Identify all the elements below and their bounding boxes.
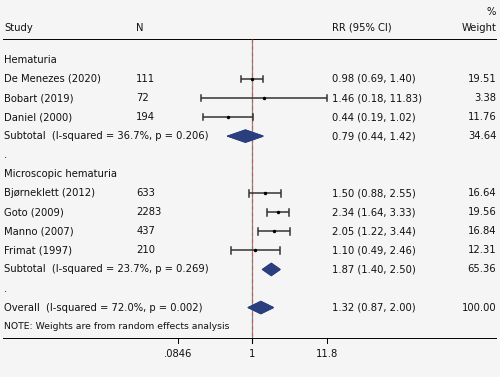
Text: Subtotal  (I-squared = 23.7%, p = 0.269): Subtotal (I-squared = 23.7%, p = 0.269) — [4, 264, 209, 274]
Text: .: . — [4, 284, 8, 294]
Text: Bobart (2019): Bobart (2019) — [4, 93, 74, 103]
Polygon shape — [248, 302, 274, 314]
Text: 16.64: 16.64 — [468, 188, 496, 198]
Text: 12.31: 12.31 — [468, 245, 496, 255]
Text: 2.34 (1.64, 3.33): 2.34 (1.64, 3.33) — [332, 207, 415, 217]
Text: 1.46 (0.18, 11.83): 1.46 (0.18, 11.83) — [332, 93, 422, 103]
Text: 1.87 (1.40, 2.50): 1.87 (1.40, 2.50) — [332, 264, 415, 274]
Text: 0.44 (0.19, 1.02): 0.44 (0.19, 1.02) — [332, 112, 415, 122]
Polygon shape — [262, 264, 280, 276]
Text: 19.51: 19.51 — [468, 74, 496, 84]
Text: 2283: 2283 — [136, 207, 162, 217]
Text: Goto (2009): Goto (2009) — [4, 207, 64, 217]
Text: De Menezes (2020): De Menezes (2020) — [4, 74, 101, 84]
Text: Bjørneklett (2012): Bjørneklett (2012) — [4, 188, 96, 198]
Text: Microscopic hematuria: Microscopic hematuria — [4, 169, 117, 179]
Text: %: % — [487, 7, 496, 17]
Text: 210: 210 — [136, 245, 156, 255]
Text: Weight: Weight — [462, 23, 496, 32]
Text: 437: 437 — [136, 226, 155, 236]
Text: 633: 633 — [136, 188, 155, 198]
Text: 11.76: 11.76 — [468, 112, 496, 122]
Text: 19.56: 19.56 — [468, 207, 496, 217]
Polygon shape — [228, 130, 263, 142]
Text: 100.00: 100.00 — [462, 303, 496, 313]
Text: N: N — [136, 23, 144, 32]
Text: 1.50 (0.88, 2.55): 1.50 (0.88, 2.55) — [332, 188, 415, 198]
Text: 0.79 (0.44, 1.42): 0.79 (0.44, 1.42) — [332, 131, 415, 141]
Text: 1: 1 — [250, 348, 256, 359]
Text: Overall  (I-squared = 72.0%, p = 0.002): Overall (I-squared = 72.0%, p = 0.002) — [4, 303, 203, 313]
Text: Daniel (2000): Daniel (2000) — [4, 112, 72, 122]
Text: 111: 111 — [136, 74, 156, 84]
Text: Subtotal  (I-squared = 36.7%, p = 0.206): Subtotal (I-squared = 36.7%, p = 0.206) — [4, 131, 209, 141]
Text: 34.64: 34.64 — [468, 131, 496, 141]
Text: 0.98 (0.69, 1.40): 0.98 (0.69, 1.40) — [332, 74, 415, 84]
Text: 2.05 (1.22, 3.44): 2.05 (1.22, 3.44) — [332, 226, 415, 236]
Text: 72: 72 — [136, 93, 149, 103]
Text: 65.36: 65.36 — [468, 264, 496, 274]
Text: 3.38: 3.38 — [474, 93, 496, 103]
Text: 11.8: 11.8 — [316, 348, 338, 359]
Text: NOTE: Weights are from random effects analysis: NOTE: Weights are from random effects an… — [4, 322, 230, 331]
Text: Manno (2007): Manno (2007) — [4, 226, 74, 236]
Text: .0846: .0846 — [164, 348, 192, 359]
Text: 1.10 (0.49, 2.46): 1.10 (0.49, 2.46) — [332, 245, 415, 255]
Text: 194: 194 — [136, 112, 156, 122]
Text: 16.84: 16.84 — [468, 226, 496, 236]
Text: .: . — [4, 150, 8, 160]
Text: 1.32 (0.87, 2.00): 1.32 (0.87, 2.00) — [332, 303, 415, 313]
Text: Frimat (1997): Frimat (1997) — [4, 245, 72, 255]
Text: Study: Study — [4, 23, 33, 32]
Text: Hematuria: Hematuria — [4, 55, 57, 65]
Text: RR (95% CI): RR (95% CI) — [332, 23, 391, 32]
